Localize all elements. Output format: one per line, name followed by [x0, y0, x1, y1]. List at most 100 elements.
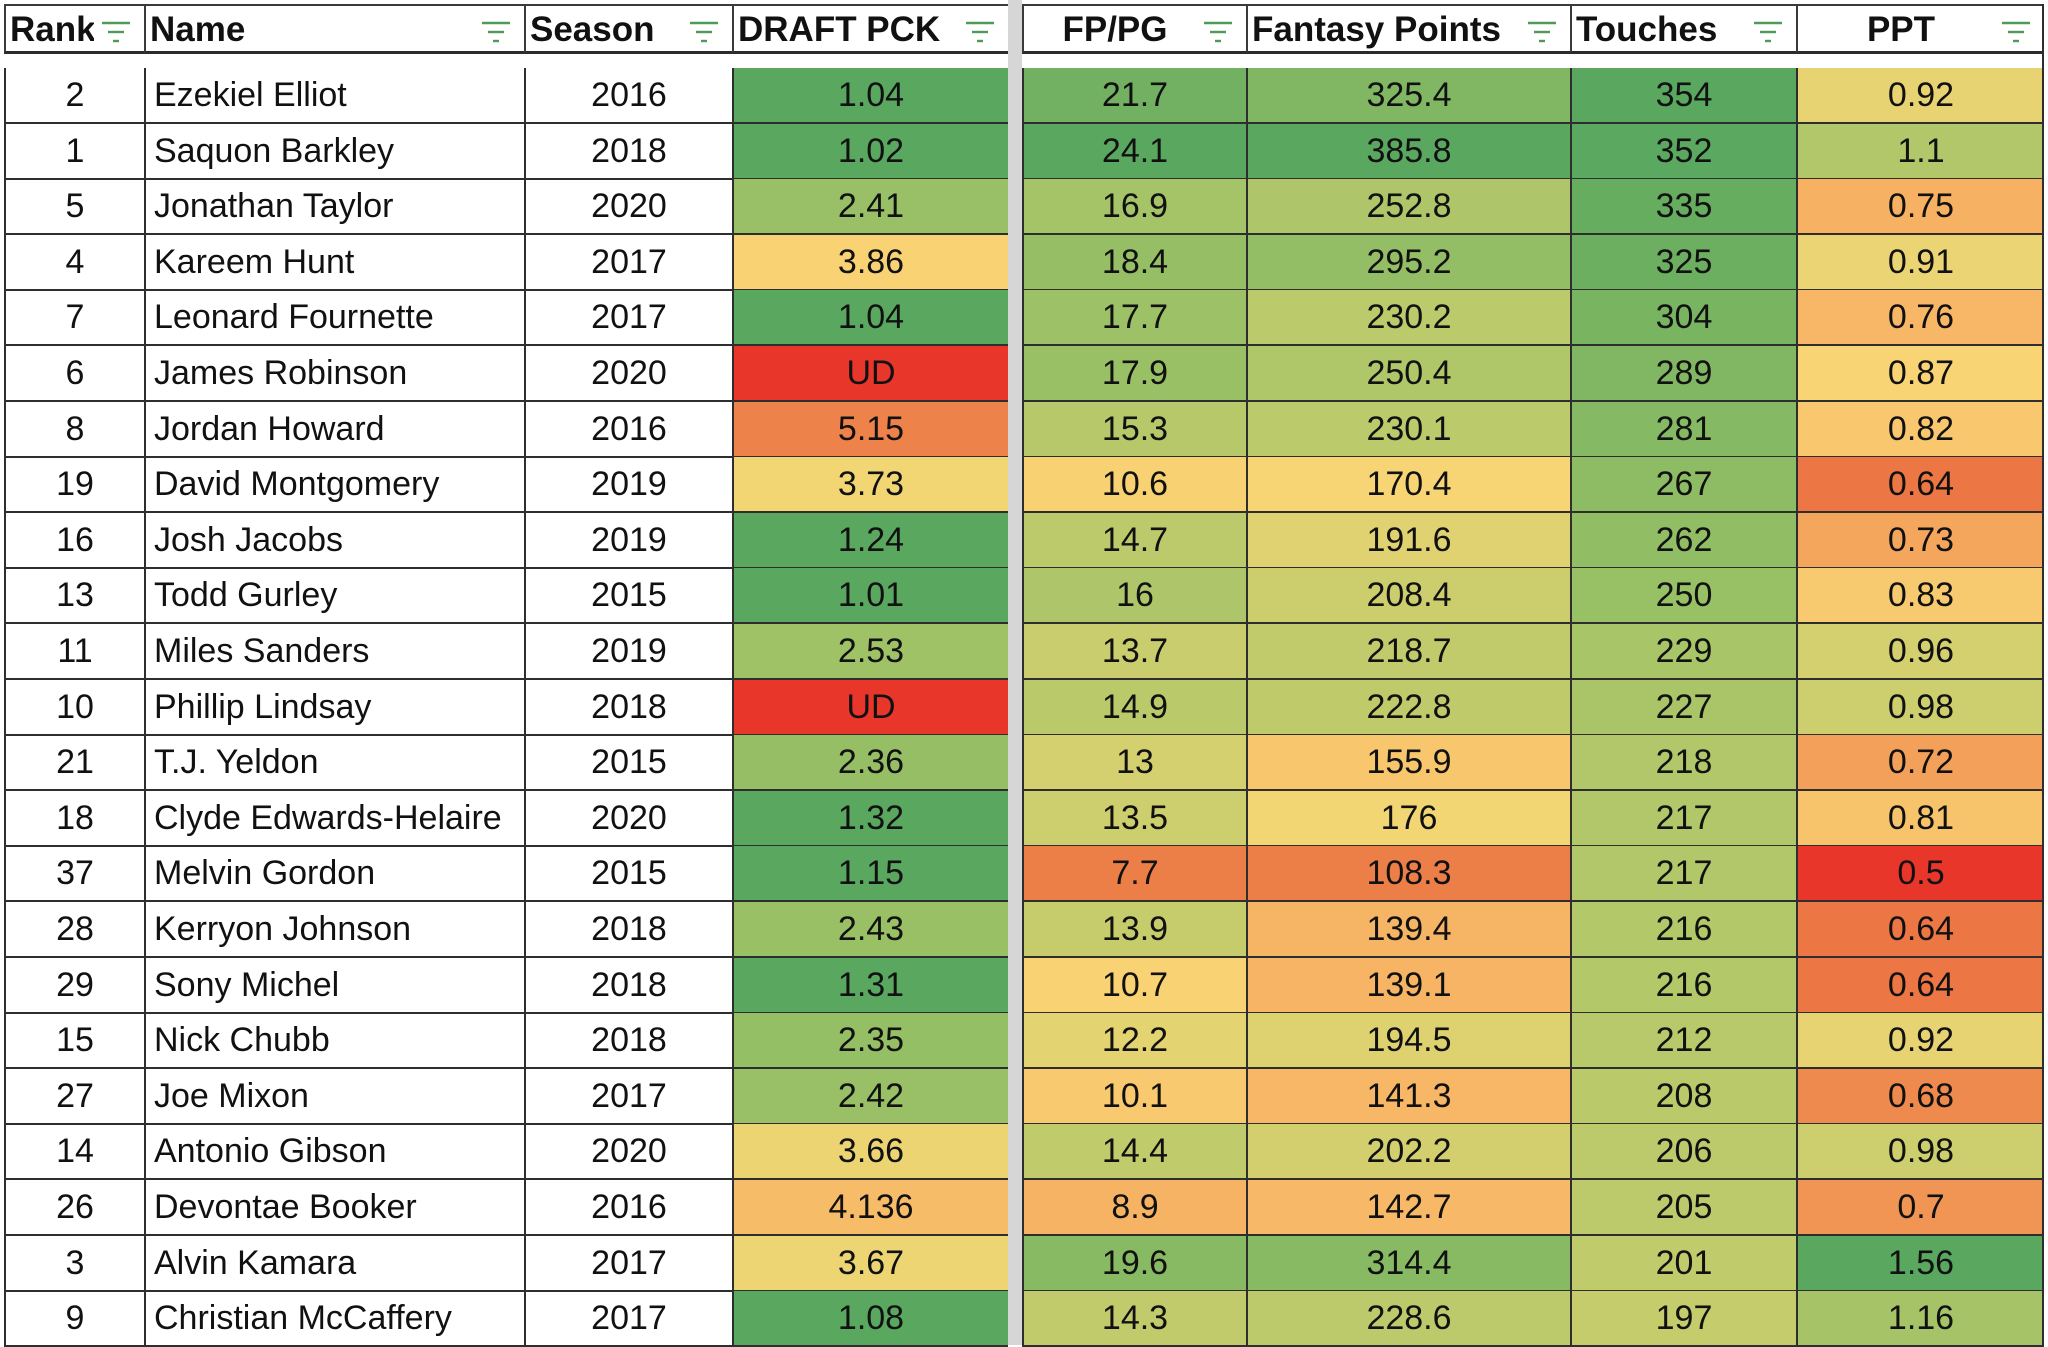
cell-fp-per-game[interactable]: 13.9	[1022, 902, 1246, 958]
cell-touches[interactable]: 208	[1570, 1068, 1796, 1125]
cell-name[interactable]: Antonio Gibson	[144, 1124, 524, 1181]
cell-fp-per-game[interactable]: 14.3	[1022, 1291, 1246, 1347]
cell-draft-pick[interactable]: 1.31	[732, 957, 1008, 1014]
cell-fp-per-game[interactable]: 14.7	[1022, 512, 1246, 569]
cell-touches[interactable]: 267	[1570, 457, 1796, 514]
cell-name[interactable]: Ezekiel Elliot	[144, 68, 524, 124]
cell-fantasy-points[interactable]: 222.8	[1246, 679, 1570, 736]
filter-icon[interactable]	[688, 20, 720, 44]
cell-draft-pick[interactable]: 1.04	[732, 68, 1008, 124]
cell-fp-per-game[interactable]: 13.5	[1022, 790, 1246, 847]
cell-ppt[interactable]: 0.98	[1796, 679, 2044, 736]
cell-draft-pick[interactable]: 3.66	[732, 1124, 1008, 1181]
cell-rank[interactable]: 1	[4, 123, 144, 180]
cell-name[interactable]: Miles Sanders	[144, 624, 524, 680]
header-fantasy-points[interactable]: Fantasy Points	[1246, 4, 1570, 54]
cell-name[interactable]: Melvin Gordon	[144, 846, 524, 903]
cell-fantasy-points[interactable]: 202.2	[1246, 1124, 1570, 1181]
cell-season[interactable]: 2020	[524, 1124, 732, 1181]
cell-rank[interactable]: 26	[4, 1180, 144, 1236]
cell-fp-per-game[interactable]: 13.7	[1022, 624, 1246, 680]
cell-fp-per-game[interactable]: 18.4	[1022, 234, 1246, 291]
cell-fantasy-points[interactable]: 142.7	[1246, 1180, 1570, 1236]
cell-rank[interactable]: 10	[4, 679, 144, 736]
cell-season[interactable]: 2017	[524, 1291, 732, 1347]
cell-fantasy-points[interactable]: 385.8	[1246, 123, 1570, 180]
cell-ppt[interactable]: 0.91	[1796, 234, 2044, 291]
cell-season[interactable]: 2020	[524, 346, 732, 402]
cell-ppt[interactable]: 0.5	[1796, 846, 2044, 903]
cell-ppt[interactable]: 0.98	[1796, 1124, 2044, 1181]
cell-touches[interactable]: 217	[1570, 846, 1796, 903]
cell-draft-pick[interactable]: 4.136	[732, 1180, 1008, 1236]
cell-rank[interactable]: 29	[4, 957, 144, 1014]
cell-name[interactable]: Saquon Barkley	[144, 123, 524, 180]
cell-season[interactable]: 2018	[524, 123, 732, 180]
cell-draft-pick[interactable]: UD	[732, 346, 1008, 402]
cell-season[interactable]: 2015	[524, 735, 732, 792]
cell-name[interactable]: Devontae Booker	[144, 1180, 524, 1236]
cell-rank[interactable]: 27	[4, 1068, 144, 1125]
cell-touches[interactable]: 212	[1570, 1013, 1796, 1070]
cell-rank[interactable]: 13	[4, 568, 144, 625]
cell-fantasy-points[interactable]: 228.6	[1246, 1291, 1570, 1347]
cell-season[interactable]: 2015	[524, 568, 732, 625]
cell-ppt[interactable]: 1.1	[1796, 123, 2044, 180]
cell-touches[interactable]: 250	[1570, 568, 1796, 625]
cell-touches[interactable]: 201	[1570, 1235, 1796, 1292]
cell-name[interactable]: Phillip Lindsay	[144, 679, 524, 736]
cell-touches[interactable]: 352	[1570, 123, 1796, 180]
filter-icon[interactable]	[100, 20, 132, 44]
cell-rank[interactable]: 28	[4, 902, 144, 958]
cell-rank[interactable]: 6	[4, 346, 144, 402]
cell-draft-pick[interactable]: UD	[732, 679, 1008, 736]
cell-ppt[interactable]: 0.68	[1796, 1068, 2044, 1125]
filter-icon[interactable]	[1752, 20, 1784, 44]
cell-season[interactable]: 2018	[524, 679, 732, 736]
cell-draft-pick[interactable]: 2.53	[732, 624, 1008, 680]
cell-fantasy-points[interactable]: 325.4	[1246, 68, 1570, 124]
cell-ppt[interactable]: 0.64	[1796, 957, 2044, 1014]
cell-touches[interactable]: 325	[1570, 234, 1796, 291]
cell-touches[interactable]: 281	[1570, 401, 1796, 458]
cell-name[interactable]: Alvin Kamara	[144, 1235, 524, 1292]
cell-draft-pick[interactable]: 2.35	[732, 1013, 1008, 1070]
cell-touches[interactable]: 262	[1570, 512, 1796, 569]
cell-fantasy-points[interactable]: 295.2	[1246, 234, 1570, 291]
cell-rank[interactable]: 7	[4, 290, 144, 347]
cell-draft-pick[interactable]: 3.67	[732, 1235, 1008, 1292]
cell-rank[interactable]: 5	[4, 179, 144, 236]
cell-ppt[interactable]: 1.16	[1796, 1291, 2044, 1347]
cell-ppt[interactable]: 0.92	[1796, 68, 2044, 124]
cell-rank[interactable]: 15	[4, 1013, 144, 1070]
header-draft-pick[interactable]: DRAFT PCK	[732, 4, 1008, 54]
cell-fantasy-points[interactable]: 191.6	[1246, 512, 1570, 569]
cell-season[interactable]: 2019	[524, 512, 732, 569]
cell-name[interactable]: Josh Jacobs	[144, 512, 524, 569]
filter-icon[interactable]	[1202, 20, 1234, 44]
cell-fp-per-game[interactable]: 14.4	[1022, 1124, 1246, 1181]
cell-ppt[interactable]: 0.7	[1796, 1180, 2044, 1236]
cell-fp-per-game[interactable]: 19.6	[1022, 1235, 1246, 1292]
cell-fantasy-points[interactable]: 218.7	[1246, 624, 1570, 680]
cell-fantasy-points[interactable]: 230.2	[1246, 290, 1570, 347]
cell-draft-pick[interactable]: 3.86	[732, 234, 1008, 291]
cell-ppt[interactable]: 0.64	[1796, 902, 2044, 958]
cell-fp-per-game[interactable]: 17.7	[1022, 290, 1246, 347]
cell-touches[interactable]: 216	[1570, 957, 1796, 1014]
cell-rank[interactable]: 16	[4, 512, 144, 569]
cell-season[interactable]: 2020	[524, 179, 732, 236]
header-season[interactable]: Season	[524, 4, 732, 54]
cell-season[interactable]: 2018	[524, 902, 732, 958]
cell-touches[interactable]: 216	[1570, 902, 1796, 958]
header-fp-per-game[interactable]: FP/PG	[1022, 4, 1246, 54]
header-name[interactable]: Name	[144, 4, 524, 54]
cell-rank[interactable]: 11	[4, 624, 144, 680]
frozen-columns-divider[interactable]	[1008, 0, 1022, 1345]
cell-season[interactable]: 2018	[524, 1013, 732, 1070]
cell-fp-per-game[interactable]: 17.9	[1022, 346, 1246, 402]
cell-rank[interactable]: 37	[4, 846, 144, 903]
cell-name[interactable]: Christian McCaffery	[144, 1291, 524, 1347]
cell-name[interactable]: Clyde Edwards-Helaire	[144, 790, 524, 847]
cell-fantasy-points[interactable]: 139.4	[1246, 902, 1570, 958]
